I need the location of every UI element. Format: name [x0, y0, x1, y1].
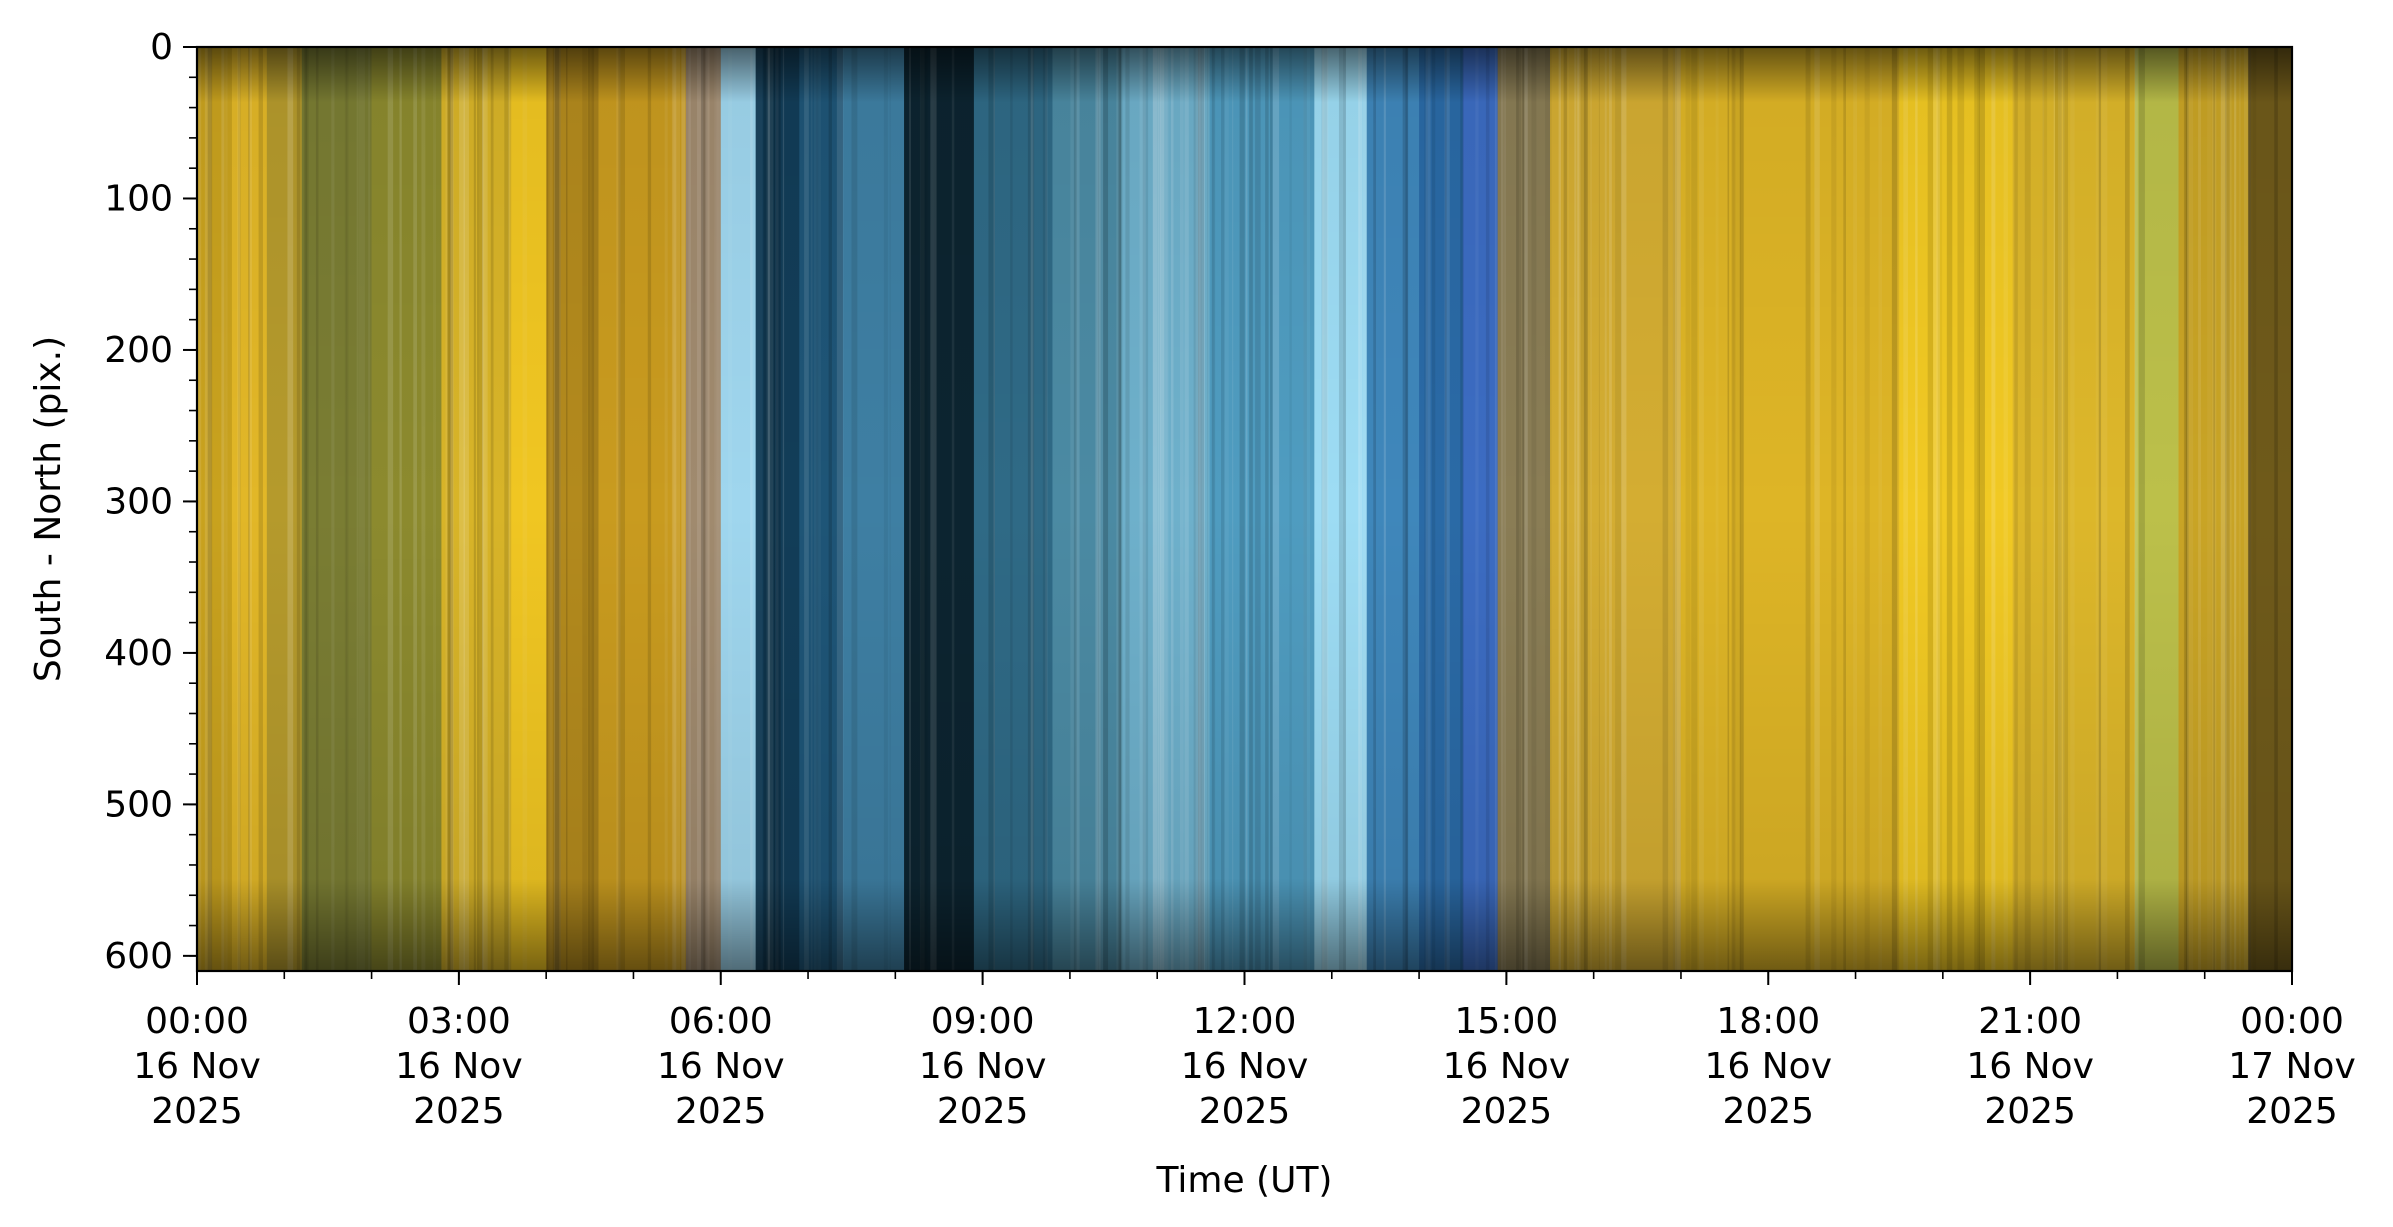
y-tick-label: 600 — [104, 936, 173, 977]
x-tick-label-line: 16 Nov — [1181, 1046, 1309, 1087]
y-tick-label: 0 — [150, 27, 173, 68]
x-tick-label-line: 12:00 — [1193, 1001, 1297, 1042]
x-tick-label: 12:00 16 Nov 2025 — [1181, 1001, 1309, 1132]
x-tick-label-line: 2025 — [1199, 1091, 1291, 1132]
x-tick-label-line: 16 Nov — [919, 1046, 1047, 1087]
x-axis-label: Time (UT) — [1156, 1160, 1333, 1201]
y-tick-label: 400 — [104, 633, 173, 674]
x-tick-label-line: 09:00 — [931, 1001, 1035, 1042]
x-tick-label: 03:00 16 Nov 2025 — [395, 1001, 523, 1132]
x-tick-label: 09:00 16 Nov 2025 — [919, 1001, 1047, 1132]
x-tick-label-line: 2025 — [413, 1091, 505, 1132]
x-tick-label: 15:00 16 Nov 2025 — [1443, 1001, 1571, 1132]
x-tick-label-line: 2025 — [1461, 1091, 1553, 1132]
vignette — [197, 47, 2292, 971]
x-tick-label-line: 18:00 — [1716, 1001, 1820, 1042]
x-tick-label-line: 00:00 — [145, 1001, 249, 1042]
x-tick-label-line: 16 Nov — [1966, 1046, 2094, 1087]
x-tick-label-line: 2025 — [675, 1091, 767, 1132]
x-tick-label-line: 2025 — [1722, 1091, 1814, 1132]
x-tick-label-line: 17 Nov — [2228, 1046, 2356, 1087]
x-tick-label: 00:00 16 Nov 2025 — [133, 1001, 261, 1132]
x-tick-label-line: 2025 — [2246, 1091, 2338, 1132]
x-tick-label-line: 2025 — [937, 1091, 1029, 1132]
x-tick-label-line: 16 Nov — [657, 1046, 785, 1087]
y-axis-label: South - North (pix.) — [28, 336, 69, 682]
x-tick-label: 18:00 16 Nov 2025 — [1704, 1001, 1832, 1132]
x-tick-label: 21:00 16 Nov 2025 — [1966, 1001, 2094, 1132]
x-tick-label-line: 00:00 — [2240, 1001, 2344, 1042]
x-tick-label-line: 16 Nov — [395, 1046, 523, 1087]
x-tick-label-line: 2025 — [1984, 1091, 2076, 1132]
x-tick-label-line: 2025 — [151, 1091, 243, 1132]
x-tick-label: 06:00 16 Nov 2025 — [657, 1001, 785, 1132]
y-axis: 0 100 200 300 400 500 600 — [104, 27, 197, 977]
x-tick-label-line: 16 Nov — [1443, 1046, 1571, 1087]
x-tick-label-line: 15:00 — [1455, 1001, 1559, 1042]
x-tick-label: 00:00 17 Nov 2025 — [2228, 1001, 2356, 1132]
y-tick-label: 500 — [104, 784, 173, 825]
y-tick-label: 100 — [104, 178, 173, 219]
x-tick-label-line: 06:00 — [669, 1001, 773, 1042]
y-tick-label: 200 — [104, 330, 173, 371]
x-tick-label-line: 16 Nov — [1704, 1046, 1832, 1087]
x-tick-label-line: 21:00 — [1978, 1001, 2082, 1042]
x-tick-label-line: 03:00 — [407, 1001, 511, 1042]
keogram-image — [197, 47, 2292, 971]
y-tick-label: 300 — [104, 481, 173, 522]
x-tick-label-line: 16 Nov — [133, 1046, 261, 1087]
